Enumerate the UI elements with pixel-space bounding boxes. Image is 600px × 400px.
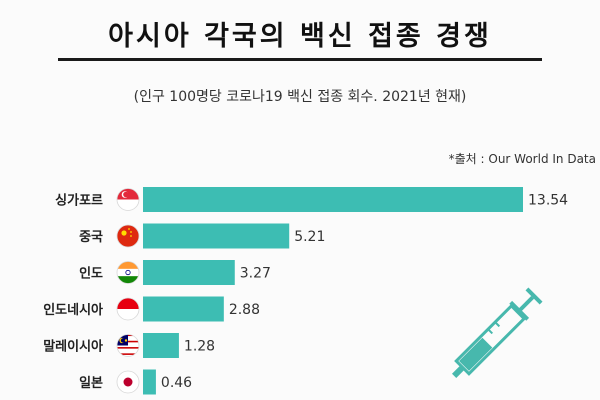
bar-row: 싱가포르 13.54: [55, 187, 568, 212]
value-label: 1.28: [184, 339, 215, 355]
category-label: 말레이시아: [43, 339, 103, 355]
bar: [143, 187, 523, 212]
bar: [143, 333, 179, 358]
category-label: 인도네시아: [43, 302, 103, 318]
india-flag-icon: [116, 261, 140, 284]
title-underline: [58, 58, 542, 61]
category-label: 중국: [79, 230, 103, 245]
bar-row: 인도 3.27: [79, 260, 271, 285]
bar-row: 인도네시아 2.88: [43, 296, 260, 322]
japan-flag-icon: [116, 370, 140, 394]
china-flag-icon: [116, 224, 140, 248]
category-label: 일본: [79, 376, 103, 391]
bar: [143, 223, 290, 249]
value-label: 5.21: [294, 229, 325, 245]
bar-row: 중국 5.21: [79, 223, 325, 249]
bar: [143, 369, 156, 395]
category-label: 인도: [79, 266, 103, 282]
bar-row: 일본 0.46: [79, 369, 192, 395]
indonesia-flag-icon: [116, 297, 140, 321]
malaysia-flag-icon: [116, 334, 140, 357]
value-label: 13.54: [528, 193, 568, 209]
chart-title: 아시아 각국의 백신 접종 경쟁: [108, 21, 492, 52]
value-label: 2.88: [229, 302, 260, 318]
bar-row: 말레이시아 1.28: [43, 333, 215, 358]
value-label: 3.27: [240, 266, 271, 282]
source-note: *출처 : Our World In Data: [448, 152, 596, 166]
chart-subtitle: (인구 100명당 코로나19 백신 접종 회수. 2021년 현재): [133, 89, 467, 105]
category-label: 싱가포르: [55, 194, 103, 209]
value-label: 0.46: [161, 375, 192, 391]
singapore-flag-icon: [116, 188, 140, 211]
syringe-icon: [452, 287, 543, 378]
bar: [143, 260, 235, 285]
bar: [143, 296, 224, 322]
